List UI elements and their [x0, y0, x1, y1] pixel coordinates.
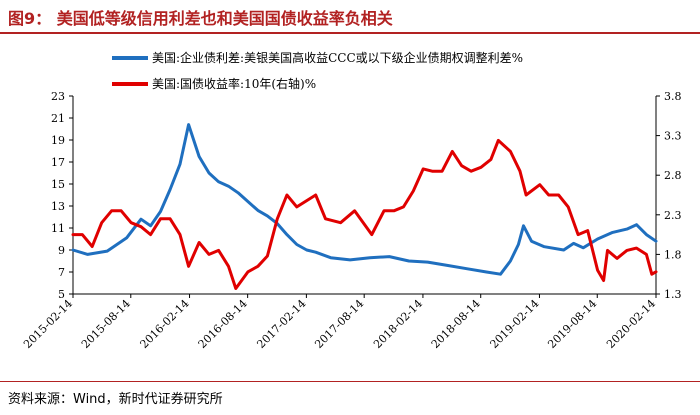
- x-tick-label: 2016-08-14: [196, 297, 250, 351]
- x-tick-label: 2019-08-14: [545, 297, 599, 351]
- y-right-tick-label: 1.3: [664, 288, 682, 301]
- y-right-tick-label: 3.8: [664, 90, 682, 103]
- x-tick-label: 2015-02-14: [21, 297, 75, 351]
- source-divider: [0, 381, 700, 382]
- y-left-tick-label: 9: [58, 244, 65, 257]
- y-right-tick-label: 3.3: [664, 130, 682, 143]
- x-tick-label: 2017-08-14: [312, 297, 366, 351]
- x-tick-label: 2020-02-14: [604, 297, 658, 351]
- y-left-tick-label: 5: [58, 288, 65, 301]
- source-note: 资料来源：Wind，新时代证券研究所: [8, 392, 223, 407]
- x-tick-label: 2018-02-14: [371, 297, 425, 351]
- y-right-tick-label: 2.3: [664, 209, 682, 222]
- x-tick-label: 2016-02-14: [138, 297, 192, 351]
- y-left-tick-label: 11: [51, 222, 65, 235]
- series-line-1: [71, 123, 658, 276]
- y-left-tick-label: 21: [51, 112, 65, 125]
- title-bar: 图9： 美国低等级信用利差也和美国国债收益率负相关: [0, 0, 700, 32]
- x-tick-label: 2017-02-14: [254, 297, 308, 351]
- x-tick-label: 2019-02-14: [488, 297, 542, 351]
- y-left-tick-label: 13: [51, 200, 65, 213]
- y-left-tick-label: 23: [51, 90, 65, 103]
- y-left-tick-label: 17: [51, 156, 65, 169]
- y-left-tick-label: 19: [51, 134, 65, 147]
- series-line-2: [71, 138, 658, 290]
- x-tick-label: 2015-08-14: [79, 297, 133, 351]
- title-divider: [0, 32, 700, 34]
- line-chart: 5 7 9 11 13 15 17 19 21 23 1.3 1.8 2.3 2.8 3.3 3.8 2015-…: [21, 50, 682, 351]
- x-tick-label: 2018-08-14: [429, 297, 483, 351]
- y-left-tick-label: 15: [51, 178, 65, 191]
- legend-label-2: 美国:国债收益率:10年(右轴)%: [152, 76, 316, 91]
- y-right-tick-label: 2.8: [664, 169, 682, 182]
- y-left-tick-label: 7: [58, 266, 65, 279]
- legend-label-1: 美国:企业债利差:美银美国高收益CCC或以下级企业债期权调整利差%: [152, 50, 523, 65]
- figure-title: 图9： 美国低等级信用利差也和美国国债收益率负相关: [8, 9, 393, 28]
- y-right-tick-label: 1.8: [664, 248, 682, 261]
